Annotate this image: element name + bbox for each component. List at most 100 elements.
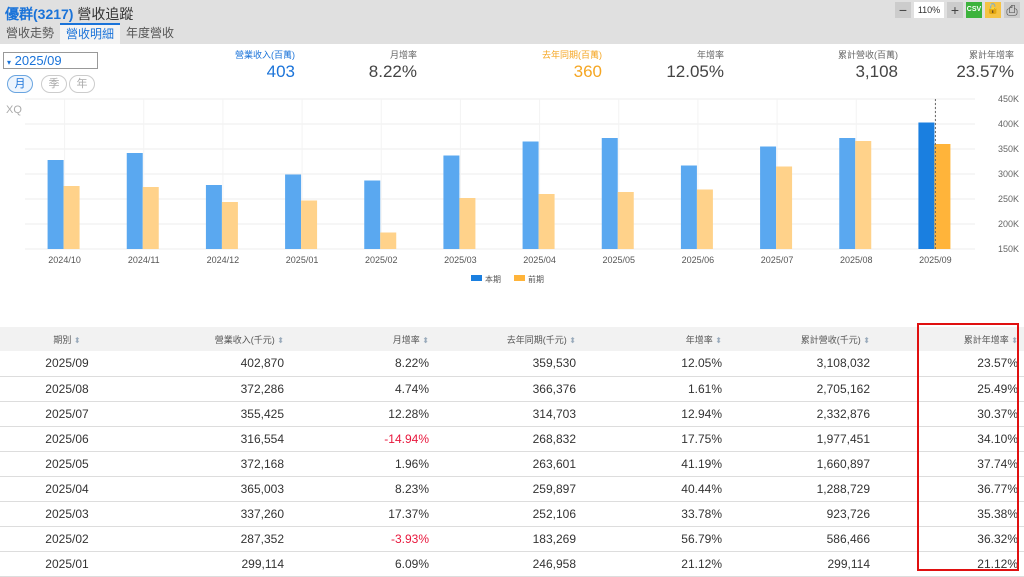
- table-cell: 923,726: [728, 501, 876, 527]
- x-tick-label: 2024/12: [207, 255, 240, 265]
- x-tick-label: 2025/01: [286, 255, 319, 265]
- column-header[interactable]: 年增率 ⬍: [582, 327, 728, 351]
- column-header[interactable]: 去年同期(千元) ⬍: [435, 327, 582, 351]
- stat-value: 23.57%: [956, 62, 1014, 81]
- column-header[interactable]: 營業收入(千元) ⬍: [140, 327, 290, 351]
- zoom-in-button[interactable]: +: [947, 2, 963, 18]
- bar-previous: [459, 198, 476, 249]
- table-row[interactable]: 2025/07 355,425 12.28% 314,703 12.94% 2,332,8…: [0, 401, 1024, 427]
- table-cell: 12.05%: [582, 351, 728, 377]
- header-label: 營業收入(千元): [214, 334, 275, 345]
- table-cell: 316,554: [140, 426, 290, 452]
- table-cell: 40.44%: [582, 476, 728, 502]
- stat-3: 年增率 12.05%: [666, 48, 724, 82]
- x-tick-label: 2024/10: [48, 255, 81, 265]
- bar-previous: [776, 166, 793, 249]
- lock-icon[interactable]: 🔓: [985, 2, 1001, 18]
- x-tick-label: 2025/04: [523, 255, 556, 265]
- period-value: 2025/09: [14, 53, 62, 68]
- stat-value: 403: [266, 62, 295, 81]
- table-row[interactable]: 2025/05 372,168 1.96% 263,601 41.19% 1,660,89…: [0, 451, 1024, 477]
- x-tick-label: 2025/09: [919, 255, 952, 265]
- table-row[interactable]: 2025/01 299,114 6.09% 246,958 21.12% 299,114 2…: [0, 551, 1024, 577]
- print-icon[interactable]: ⎙: [1004, 2, 1020, 18]
- legend-swatch: [471, 275, 482, 281]
- stat-value: 360: [573, 62, 602, 81]
- table-cell: 287,352: [140, 526, 290, 552]
- bar-current: [126, 153, 143, 249]
- table-cell: 2025/03: [0, 501, 140, 527]
- x-tick-label: 2024/11: [128, 255, 160, 265]
- tab-revenue-detail[interactable]: 營收明細: [60, 23, 121, 44]
- table-row[interactable]: 2025/03 337,260 17.37% 252,106 33.78% 923,726…: [0, 501, 1024, 527]
- highlight-box: [917, 323, 1019, 571]
- period-select[interactable]: ▾ 2025/09: [3, 52, 98, 69]
- column-header[interactable]: 月增率 ⬍: [290, 327, 435, 351]
- segment-quarter[interactable]: 季: [41, 75, 67, 93]
- sort-icon: ⬍: [422, 335, 429, 345]
- bar-previous: [142, 187, 159, 249]
- toolbar: − 110% + CSV 🔓 ⎙: [895, 2, 1020, 18]
- table-cell: 30.37%: [876, 401, 1024, 427]
- table-cell: 1,977,451: [728, 426, 876, 452]
- bar-previous: [538, 194, 555, 249]
- x-tick-label: 2025/05: [602, 255, 635, 265]
- legend-swatch: [514, 275, 525, 281]
- watermark: XQ: [6, 104, 22, 116]
- y-tick-label: 150K: [998, 244, 1019, 254]
- bar-current: [364, 180, 381, 249]
- table-row[interactable]: 2025/02 287,352 -3.93% 183,269 56.79% 586,466…: [0, 526, 1024, 552]
- header-label: 月增率: [392, 334, 420, 345]
- table-cell: 34.10%: [876, 426, 1024, 452]
- table-cell: 36.32%: [876, 526, 1024, 552]
- segment-year[interactable]: 年: [69, 75, 95, 93]
- segment-month[interactable]: 月: [7, 75, 33, 93]
- table-cell: 17.37%: [290, 501, 435, 527]
- bar-previous: [380, 232, 397, 249]
- column-header[interactable]: 期別 ⬍: [0, 327, 140, 351]
- table-row[interactable]: 2025/04 365,003 8.23% 259,897 40.44% 1,288,72…: [0, 476, 1024, 502]
- table-cell: 2,332,876: [728, 401, 876, 427]
- sort-icon: ⬍: [1011, 335, 1018, 345]
- stat-label: 月增率: [389, 50, 417, 60]
- table-cell: 365,003: [140, 476, 290, 502]
- table-cell: 41.19%: [582, 451, 728, 477]
- tab-annual-revenue[interactable]: 年度營收: [126, 26, 175, 40]
- table-cell: 2025/02: [0, 526, 140, 552]
- tab-revenue-trend[interactable]: 營收走勢: [6, 26, 55, 40]
- stat-value: 3,108: [855, 62, 898, 81]
- legend-label: 本期: [485, 274, 501, 284]
- stat-label: 年增率: [696, 50, 724, 60]
- sort-icon: ⬍: [715, 335, 722, 345]
- y-tick-label: 350K: [998, 144, 1019, 154]
- bar-previous: [855, 141, 872, 249]
- table-cell: 252,106: [435, 501, 582, 527]
- top-bar: 優群(3217) 營收追蹤 − 110% + CSV 🔓 ⎙ 營收走勢 營收明細…: [0, 0, 1024, 44]
- column-header[interactable]: 累計年增率 ⬍: [876, 327, 1024, 351]
- bar-current: [522, 141, 539, 249]
- table-cell: 6.09%: [290, 551, 435, 577]
- table-cell: 56.79%: [582, 526, 728, 552]
- table-row[interactable]: 2025/08 372,286 4.74% 366,376 1.61% 2,705,162…: [0, 376, 1024, 402]
- tabs: 營收走勢 營收明細 年度營收: [0, 23, 180, 44]
- bar-previous: [934, 144, 951, 249]
- table-cell: 246,958: [435, 551, 582, 577]
- table-cell: 2,705,162: [728, 376, 876, 402]
- bar-current: [760, 146, 777, 249]
- stat-label: 累計營收(百萬): [838, 50, 898, 60]
- column-header[interactable]: 累計營收(千元) ⬍: [728, 327, 876, 351]
- revenue-chart: 450K 400K 350K 300K 250K 200K 150K 2024/10 2024/…: [25, 94, 1019, 284]
- header-label: 年增率: [685, 334, 713, 345]
- table-row[interactable]: 2025/09 402,870 8.22% 359,530 12.05% 3,108,03…: [0, 351, 1024, 377]
- table-cell: 372,286: [140, 376, 290, 402]
- bar-current: [601, 138, 618, 249]
- table-cell: 299,114: [140, 551, 290, 577]
- csv-export-button[interactable]: CSV: [966, 2, 982, 18]
- bar-current: [443, 155, 460, 249]
- table-cell: 586,466: [728, 526, 876, 552]
- table-row[interactable]: 2025/06 316,554 -14.94% 268,832 17.75% 1,977,…: [0, 426, 1024, 452]
- table-cell: 1.96%: [290, 451, 435, 477]
- zoom-out-button[interactable]: −: [895, 2, 911, 18]
- bar-previous: [696, 189, 713, 249]
- zoom-level[interactable]: 110%: [914, 2, 944, 18]
